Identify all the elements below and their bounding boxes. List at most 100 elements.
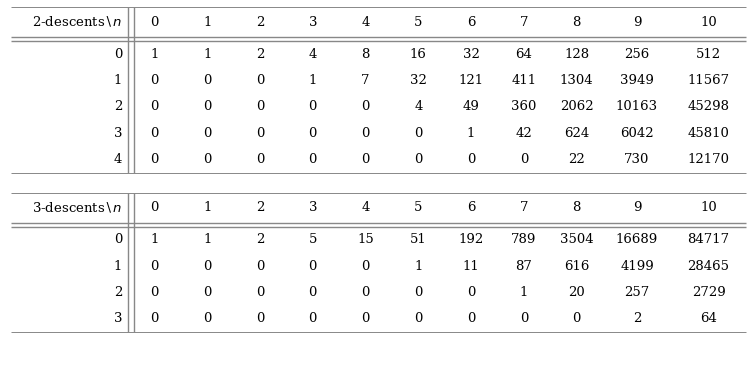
Text: 1: 1 bbox=[203, 48, 211, 61]
Text: 0: 0 bbox=[150, 201, 159, 214]
Text: 0: 0 bbox=[467, 286, 476, 299]
Text: 9: 9 bbox=[633, 201, 641, 214]
Text: 7: 7 bbox=[520, 16, 528, 29]
Text: 49: 49 bbox=[463, 100, 479, 113]
Text: 2: 2 bbox=[256, 48, 264, 61]
Text: 3: 3 bbox=[308, 16, 317, 29]
Text: 11: 11 bbox=[463, 259, 479, 273]
Text: 4: 4 bbox=[362, 201, 370, 214]
Text: 0: 0 bbox=[256, 127, 264, 140]
Text: 3949: 3949 bbox=[620, 74, 654, 87]
Text: 1: 1 bbox=[150, 48, 159, 61]
Text: 789: 789 bbox=[512, 233, 536, 246]
Text: 0: 0 bbox=[256, 286, 264, 299]
Text: 2: 2 bbox=[256, 201, 264, 214]
Text: 0: 0 bbox=[256, 312, 264, 325]
Text: 128: 128 bbox=[564, 48, 590, 61]
Text: 0: 0 bbox=[362, 259, 370, 273]
Text: 0: 0 bbox=[414, 127, 422, 140]
Text: 411: 411 bbox=[512, 74, 536, 87]
Text: 4: 4 bbox=[362, 16, 370, 29]
Text: 0: 0 bbox=[256, 153, 264, 166]
Text: 0: 0 bbox=[308, 286, 317, 299]
Text: 0: 0 bbox=[150, 16, 159, 29]
Text: 12170: 12170 bbox=[688, 153, 730, 166]
Text: 0: 0 bbox=[203, 100, 211, 113]
Text: 3-descents$\setminus$$n$: 3-descents$\setminus$$n$ bbox=[32, 201, 122, 215]
Text: 0: 0 bbox=[308, 259, 317, 273]
Text: 730: 730 bbox=[624, 153, 650, 166]
Text: 2: 2 bbox=[114, 286, 122, 299]
Text: 8: 8 bbox=[362, 48, 370, 61]
Text: 51: 51 bbox=[410, 233, 427, 246]
Text: 0: 0 bbox=[308, 127, 317, 140]
Text: 1: 1 bbox=[114, 259, 122, 273]
Text: 0: 0 bbox=[150, 312, 159, 325]
Text: 0: 0 bbox=[308, 153, 317, 166]
Text: 0: 0 bbox=[362, 286, 370, 299]
Text: 45810: 45810 bbox=[688, 127, 730, 140]
Text: 5: 5 bbox=[414, 16, 422, 29]
Text: 616: 616 bbox=[564, 259, 590, 273]
Text: 7: 7 bbox=[362, 74, 370, 87]
Text: 2: 2 bbox=[633, 312, 641, 325]
Text: 2: 2 bbox=[256, 16, 264, 29]
Text: 15: 15 bbox=[357, 233, 374, 246]
Text: 16: 16 bbox=[410, 48, 427, 61]
Text: 1: 1 bbox=[114, 74, 122, 87]
Text: 16689: 16689 bbox=[616, 233, 658, 246]
Text: 0: 0 bbox=[203, 127, 211, 140]
Text: 2062: 2062 bbox=[560, 100, 593, 113]
Text: 256: 256 bbox=[624, 48, 650, 61]
Text: 3: 3 bbox=[308, 201, 317, 214]
Text: 84717: 84717 bbox=[688, 233, 730, 246]
Text: 1: 1 bbox=[308, 74, 317, 87]
Text: 10: 10 bbox=[700, 16, 717, 29]
Text: 0: 0 bbox=[114, 233, 122, 246]
Text: 42: 42 bbox=[515, 127, 532, 140]
Text: 360: 360 bbox=[512, 100, 536, 113]
Text: 11567: 11567 bbox=[688, 74, 730, 87]
Text: 8: 8 bbox=[572, 201, 580, 214]
Text: 28465: 28465 bbox=[688, 259, 730, 273]
Text: 2: 2 bbox=[256, 233, 264, 246]
Text: 6042: 6042 bbox=[620, 127, 654, 140]
Text: 0: 0 bbox=[150, 286, 159, 299]
Text: 1: 1 bbox=[203, 201, 211, 214]
Text: 1304: 1304 bbox=[560, 74, 593, 87]
Text: 1: 1 bbox=[414, 259, 422, 273]
Text: 0: 0 bbox=[150, 153, 159, 166]
Text: 4: 4 bbox=[114, 153, 122, 166]
Text: 3: 3 bbox=[113, 127, 122, 140]
Text: 7: 7 bbox=[520, 201, 528, 214]
Text: 2: 2 bbox=[114, 100, 122, 113]
Text: 0: 0 bbox=[362, 127, 370, 140]
Text: 5: 5 bbox=[308, 233, 317, 246]
Text: 0: 0 bbox=[150, 100, 159, 113]
Text: 45298: 45298 bbox=[688, 100, 730, 113]
Text: 0: 0 bbox=[150, 259, 159, 273]
Text: 0: 0 bbox=[520, 312, 528, 325]
Text: 0: 0 bbox=[414, 286, 422, 299]
Text: 0: 0 bbox=[203, 312, 211, 325]
Text: 121: 121 bbox=[458, 74, 484, 87]
Text: 4199: 4199 bbox=[620, 259, 654, 273]
Text: 0: 0 bbox=[467, 312, 476, 325]
Text: 0: 0 bbox=[150, 127, 159, 140]
Text: 0: 0 bbox=[467, 153, 476, 166]
Text: 4: 4 bbox=[308, 48, 317, 61]
Text: 0: 0 bbox=[308, 312, 317, 325]
Text: 1: 1 bbox=[520, 286, 528, 299]
Text: 2-descents$\setminus$$n$: 2-descents$\setminus$$n$ bbox=[32, 15, 122, 30]
Text: 8: 8 bbox=[572, 16, 580, 29]
Text: 512: 512 bbox=[696, 48, 721, 61]
Text: 257: 257 bbox=[624, 286, 650, 299]
Text: 10: 10 bbox=[700, 201, 717, 214]
Text: 0: 0 bbox=[203, 74, 211, 87]
Text: 6: 6 bbox=[466, 16, 476, 29]
Text: 0: 0 bbox=[308, 100, 317, 113]
Text: 624: 624 bbox=[564, 127, 590, 140]
Text: 4: 4 bbox=[414, 100, 422, 113]
Text: 0: 0 bbox=[362, 312, 370, 325]
Text: 3: 3 bbox=[113, 312, 122, 325]
